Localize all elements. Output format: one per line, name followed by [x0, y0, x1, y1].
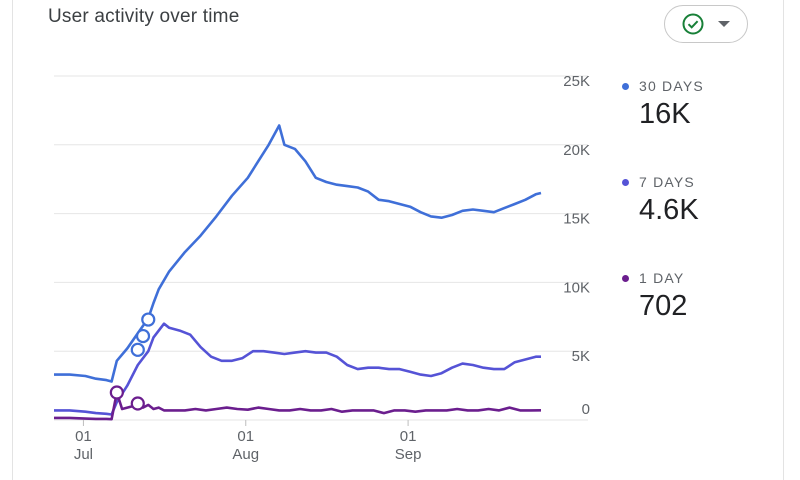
legend-value-1-day: 702: [639, 290, 688, 322]
y-tick-label: 5K: [572, 348, 590, 365]
legend-label-30-days: 30 DAYS: [639, 78, 704, 94]
legend-value-30-days: 16K: [639, 98, 691, 130]
legend-label-1-day: 1 DAY: [639, 270, 685, 286]
check-circle-icon: [682, 13, 704, 35]
y-tick-label: 10K: [563, 279, 590, 296]
comparison-menu-button[interactable]: [664, 5, 748, 43]
x-tick-label: 01: [75, 428, 92, 445]
legend-30-days: 30 DAYS 16K: [622, 78, 704, 131]
legend-dot-7-days: [622, 178, 629, 186]
data-point-marker: [130, 396, 145, 411]
legend-dot-1-day: [622, 274, 629, 282]
data-point-marker: [109, 385, 124, 400]
card-border-left: [12, 0, 13, 480]
y-tick-label: 20K: [563, 142, 590, 159]
card-title: User activity over time: [48, 6, 240, 27]
legend-1-day: 1 DAY 702: [622, 270, 687, 323]
x-tick-label: 01: [237, 428, 254, 445]
x-tick-label: Aug: [232, 446, 259, 463]
legend-label-7-days: 7 DAYS: [639, 174, 695, 190]
x-tick-label: Sep: [395, 446, 422, 463]
data-point-marker: [130, 342, 145, 357]
legend-value-7-days: 4.6K: [639, 194, 699, 226]
y-tick-label: 25K: [563, 73, 590, 90]
card-border-right: [783, 0, 784, 480]
legend-7-days: 7 DAYS 4.6K: [622, 174, 699, 227]
series-line-7-days: [54, 322, 541, 416]
data-point-marker: [135, 328, 151, 344]
chevron-down-icon: [718, 21, 730, 27]
y-tick-label: 0: [582, 401, 590, 418]
legend-dot-30-days: [622, 82, 629, 90]
y-tick-label: 15K: [563, 211, 590, 228]
x-tick-label: Jul: [74, 446, 93, 463]
series-line-30-days: [54, 124, 542, 383]
data-point-marker: [141, 312, 156, 327]
x-tick-label: 01: [400, 428, 417, 445]
series-line-1-day: [54, 391, 542, 421]
